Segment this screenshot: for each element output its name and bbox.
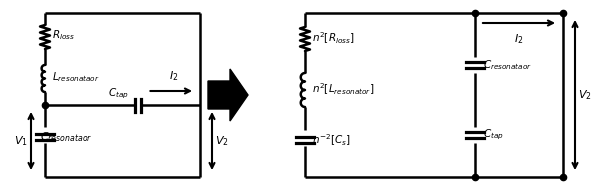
Text: $V_2$: $V_2$ <box>578 88 592 102</box>
Text: $L_{resonataor}$: $L_{resonataor}$ <box>52 70 100 84</box>
Text: $C_{resonataor}$: $C_{resonataor}$ <box>40 130 92 144</box>
Text: $V_1$: $V_1$ <box>14 134 28 148</box>
Text: $R_{loss}$: $R_{loss}$ <box>52 28 75 42</box>
Text: $I_2$: $I_2$ <box>514 32 524 46</box>
Text: $C_{resonataor}$: $C_{resonataor}$ <box>483 58 532 72</box>
Polygon shape <box>208 69 248 121</box>
Text: $C_{tap}$: $C_{tap}$ <box>483 128 504 142</box>
Text: $V_2$: $V_2$ <box>215 134 229 148</box>
Text: $n^{-2}[C_s]$: $n^{-2}[C_s]$ <box>312 132 350 148</box>
Text: $n^2[R_{loss}]$: $n^2[R_{loss}]$ <box>312 30 355 46</box>
Text: $I_2$: $I_2$ <box>169 69 178 83</box>
Text: $C_{tap}$: $C_{tap}$ <box>107 87 128 101</box>
Text: $n^2[L_{resonator}]$: $n^2[L_{resonator}]$ <box>312 81 374 97</box>
